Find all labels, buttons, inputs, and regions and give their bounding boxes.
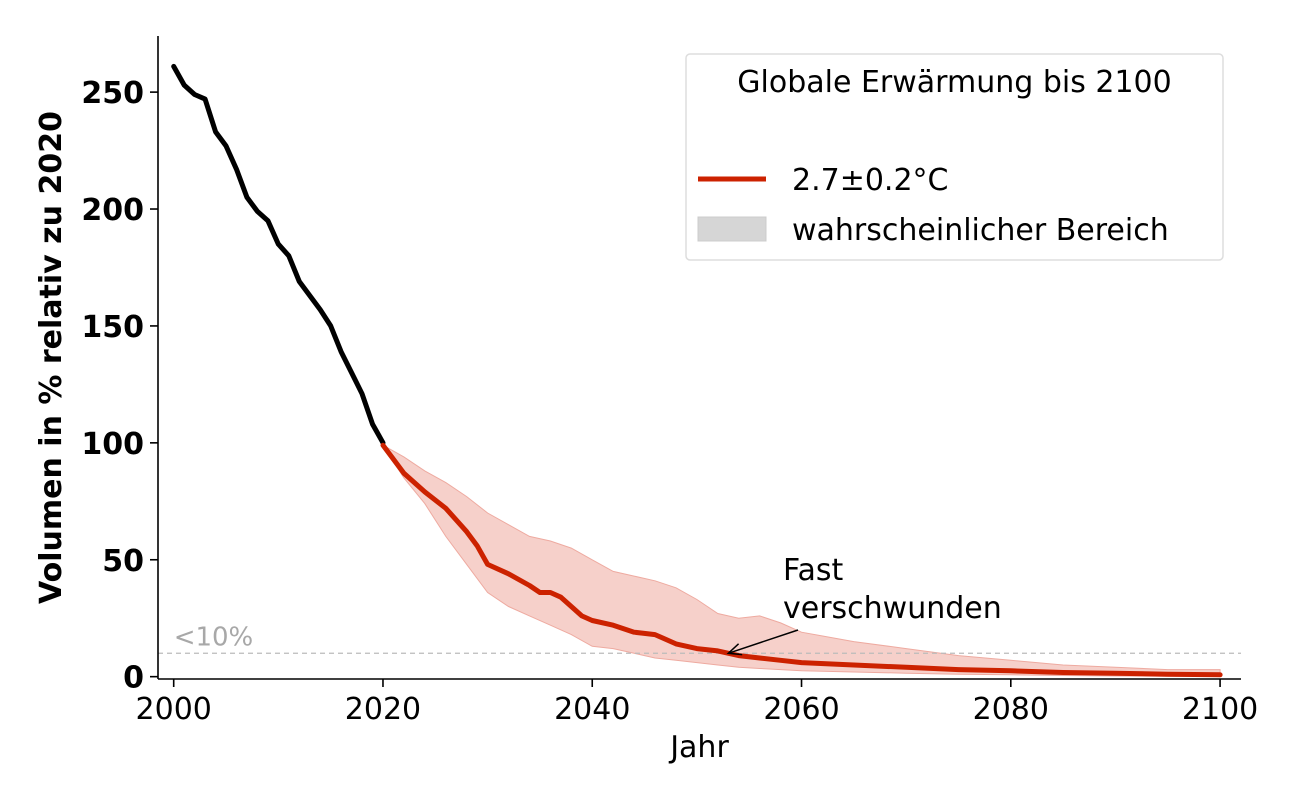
x-tick-label: 2000 [136, 692, 212, 727]
series-line-observed [171, 63, 386, 446]
annotation-arrow [728, 629, 799, 654]
y-axis-title: Volumen in % relativ zu 2020 [34, 111, 69, 604]
annotation-text-line: verschwunden [783, 591, 1002, 626]
legend-entry-projection: 2.7±0.2°C [792, 163, 949, 198]
legend-entry-range: wahrscheinlicher Bereich [792, 213, 1169, 248]
series-line-projection [380, 442, 1223, 678]
y-tick-label: 0 [123, 661, 144, 696]
legend-title: Globale Erwärmung bis 2100 [737, 65, 1171, 100]
x-tick-label: 2020 [345, 692, 421, 727]
y-tick-label: 200 [81, 193, 144, 228]
series-layer [171, 63, 1223, 678]
x-tick-label: 2040 [554, 692, 630, 727]
annotation-text-line: Fast [783, 553, 844, 588]
y-tick-label: 100 [81, 427, 144, 462]
x-tick-label: 2100 [1182, 692, 1258, 727]
x-tick-label: 2060 [763, 692, 839, 727]
reference-line-layer: <10% [158, 622, 1241, 654]
axes: 2000 2020 2040 2060 2080 2100 0 50 100 150 200 250 [81, 36, 1258, 727]
x-axis-title: Jahr [668, 730, 729, 765]
y-tick-label: 150 [81, 310, 144, 345]
y-tick-label: 50 [102, 544, 144, 579]
reference-line-label: <10% [174, 622, 254, 652]
legend: Globale Erwärmung bis 2100 2.7±0.2°C wah… [685, 53, 1224, 261]
legend-range-swatch [697, 216, 767, 242]
y-tick-label: 250 [81, 76, 144, 111]
legend-frame [685, 53, 1224, 261]
annotation-arrowhead [726, 643, 743, 656]
x-tick-label: 2080 [973, 692, 1049, 727]
